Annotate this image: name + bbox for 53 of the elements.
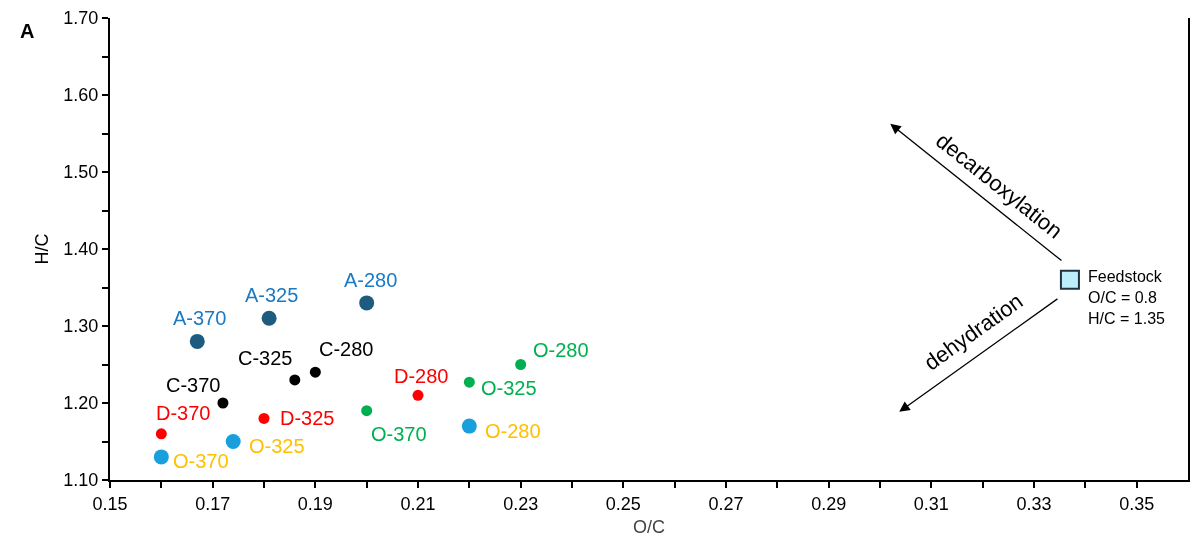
point xyxy=(359,295,375,311)
y-tick-label: 1.10 xyxy=(63,470,99,491)
annotation: O-280 xyxy=(533,339,589,361)
point xyxy=(189,333,205,349)
x-axis-title: O/C xyxy=(632,517,666,538)
point xyxy=(412,389,424,401)
x-tick-label: 0.27 xyxy=(708,493,744,514)
y-tick-label: 1.70 xyxy=(63,8,99,29)
annotation: O-370 xyxy=(173,450,229,472)
point xyxy=(309,366,321,378)
annotation: O-325 xyxy=(249,435,305,457)
annotation: A-325 xyxy=(245,284,299,306)
x-tick-label: 0.33 xyxy=(1016,493,1052,514)
point xyxy=(463,376,475,388)
point xyxy=(261,310,277,326)
annotation: C-370 xyxy=(166,374,221,396)
annotation: Feedstock O/C = 0.8 H/C = 1.35 xyxy=(1088,268,1166,327)
x-tick-label: 0.31 xyxy=(913,493,949,514)
y-axis-title: H/C xyxy=(32,233,53,265)
x-tick-label: 0.25 xyxy=(605,493,641,514)
annotation: D-280 xyxy=(394,365,449,387)
point xyxy=(461,418,477,434)
y-tick-label: 1.40 xyxy=(63,239,99,260)
x-tick-label: 0.35 xyxy=(1119,493,1155,514)
point xyxy=(153,449,169,465)
point xyxy=(217,397,229,409)
y-tick-label: 1.50 xyxy=(63,162,99,183)
x-tick-label: 0.17 xyxy=(195,493,231,514)
annotation: A-370 xyxy=(173,307,227,329)
x-tick-label: 0.29 xyxy=(811,493,847,514)
point xyxy=(258,412,270,424)
x-tick-label: 0.15 xyxy=(92,493,128,514)
y-tick-label: 1.30 xyxy=(63,316,99,337)
annotation: O-370 xyxy=(371,423,427,445)
point xyxy=(225,434,241,449)
x-tick-label: 0.23 xyxy=(503,493,539,514)
annotation: D-370 xyxy=(156,402,211,424)
annotation: C-325 xyxy=(238,347,293,369)
annotation: O-280 xyxy=(485,420,541,442)
point xyxy=(289,374,301,386)
annotation: C-280 xyxy=(319,338,374,360)
annotation: A-280 xyxy=(344,269,398,291)
point xyxy=(361,405,373,417)
text: A xyxy=(20,20,35,42)
point xyxy=(515,359,527,370)
y-tick-label: 1.60 xyxy=(63,85,99,106)
x-tick-label: 0.21 xyxy=(400,493,436,514)
annotation: O-325 xyxy=(481,377,537,399)
annotation: D-325 xyxy=(280,407,335,429)
point xyxy=(1059,269,1080,290)
point xyxy=(155,428,167,440)
x-tick-label: 0.19 xyxy=(297,493,333,514)
y-tick-label: 1.20 xyxy=(63,393,99,414)
